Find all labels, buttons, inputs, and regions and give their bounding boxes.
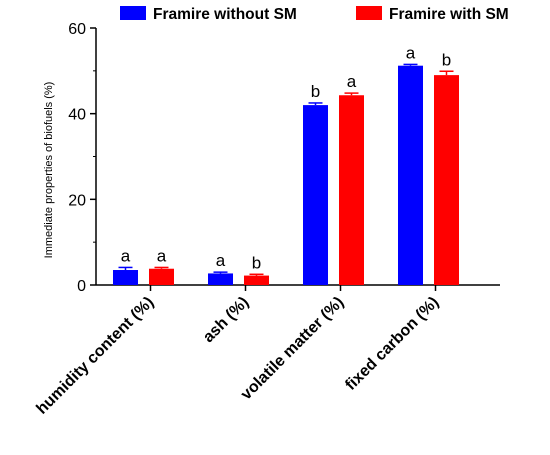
x-category-label-1: ash (%) <box>200 294 252 346</box>
y-axis-title: Immediate properties of biofuels (%) <box>43 82 55 259</box>
x-category-label-2: volatile matter (%) <box>238 294 347 403</box>
y-tick-label-60: 60 <box>68 21 86 38</box>
significance-letter-1-1: b <box>252 253 261 272</box>
plot-area: 0 20 40 60 a a humidity content (%) a b ash (%) b a… <box>33 21 500 418</box>
legend-swatch-with-sm <box>356 6 382 20</box>
significance-letter-0-3: a <box>406 43 416 62</box>
x-category-label-3: fixed carbon (%) <box>342 294 442 394</box>
significance-letter-1-2: a <box>347 72 357 91</box>
x-category-label-0: humidity content (%) <box>33 294 157 418</box>
bar-without-sm-1 <box>208 273 233 285</box>
y-tick-label-20: 20 <box>68 192 86 209</box>
significance-letter-1-3: b <box>442 50 451 69</box>
y-tick-label-40: 40 <box>68 107 86 124</box>
significance-letter-0-2: b <box>311 82 320 101</box>
bar-without-sm-0 <box>113 270 138 285</box>
significance-letter-1-0: a <box>157 246 167 265</box>
legend-swatch-without-sm <box>120 6 146 20</box>
bar-with-sm-2 <box>339 95 364 285</box>
legend: Framire without SM Framire with SM <box>120 6 509 23</box>
bar-without-sm-3 <box>398 65 423 286</box>
significance-letter-0-0: a <box>121 246 131 265</box>
y-tick-label-0: 0 <box>77 278 86 295</box>
legend-label-with-sm: Framire with SM <box>389 6 509 23</box>
bar-with-sm-0 <box>149 268 174 285</box>
legend-label-without-sm: Framire without SM <box>153 6 297 23</box>
bar-with-sm-3 <box>434 75 459 285</box>
bar-without-sm-2 <box>303 105 328 285</box>
bar-with-sm-1 <box>244 275 269 285</box>
significance-letter-0-1: a <box>216 251 226 270</box>
